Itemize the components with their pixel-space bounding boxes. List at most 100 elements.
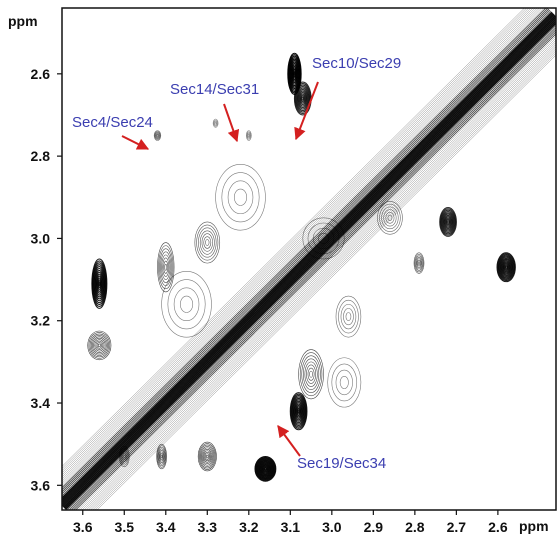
contour-ring bbox=[413, 252, 425, 274]
contour-ring bbox=[415, 255, 423, 271]
contour-ring bbox=[261, 463, 270, 474]
diagonal-contour-line bbox=[83, 41, 556, 510]
contour-ring bbox=[95, 273, 103, 294]
y-tick-label: 3.0 bbox=[31, 230, 51, 246]
contour-ring bbox=[200, 446, 214, 467]
contour-ring bbox=[415, 256, 423, 270]
contour-ring bbox=[258, 460, 273, 478]
contour-ring bbox=[154, 131, 161, 140]
x-tick-label: 2.9 bbox=[364, 519, 384, 535]
diagonal-contour-line bbox=[62, 12, 554, 502]
contour-ring bbox=[233, 188, 248, 206]
diagonal-contour-line bbox=[62, 17, 556, 508]
contour-ring bbox=[206, 454, 209, 459]
contour-ring bbox=[95, 340, 104, 351]
contour-ring bbox=[93, 264, 106, 304]
diagonal-contour-line bbox=[62, 8, 549, 491]
contour-ring bbox=[214, 121, 217, 125]
contour-ring bbox=[502, 261, 511, 274]
x-tick-label: 3.4 bbox=[156, 519, 176, 535]
contour-ring bbox=[204, 451, 211, 462]
x-tick-label: 3.2 bbox=[239, 519, 259, 535]
contour-ring bbox=[215, 164, 266, 231]
contour-ring bbox=[205, 239, 210, 246]
contour-ring bbox=[446, 220, 450, 224]
peak-13 bbox=[439, 207, 457, 237]
peak-21 bbox=[327, 357, 362, 408]
contour-ring bbox=[258, 461, 272, 477]
diagonal-contour-line bbox=[66, 24, 556, 510]
contour-ring bbox=[91, 258, 108, 309]
annotation-arrow bbox=[223, 103, 240, 143]
contour-ring bbox=[503, 263, 509, 272]
x-tick-label: 3.3 bbox=[198, 519, 218, 535]
contour-ring bbox=[260, 463, 271, 475]
diagonal-contour-line bbox=[62, 11, 553, 500]
contour-ring bbox=[263, 466, 268, 472]
diagonal-contour-line bbox=[88, 46, 556, 510]
diagonal-contour-line bbox=[62, 8, 547, 489]
diagonal-contour-line bbox=[68, 26, 556, 510]
annotation-label: Sec14/Sec31 bbox=[170, 81, 259, 98]
diagonal-contour-line bbox=[77, 35, 556, 510]
diagonal-contour-line bbox=[74, 33, 556, 510]
contour-ring bbox=[180, 295, 194, 313]
peak-8 bbox=[298, 349, 324, 400]
contour-ring bbox=[121, 451, 128, 462]
contour-ring bbox=[343, 308, 354, 326]
contour-ring bbox=[497, 253, 516, 282]
diagonal-contour-line bbox=[62, 16, 556, 507]
contour-ring bbox=[97, 343, 101, 348]
contour-ring bbox=[446, 218, 451, 226]
contour-ring bbox=[294, 83, 311, 115]
diagonal-contour-line bbox=[94, 52, 556, 510]
peak-9 bbox=[254, 455, 277, 482]
contour-ring bbox=[498, 255, 514, 279]
contour-ring bbox=[118, 445, 130, 468]
diagonal-contour-line bbox=[62, 8, 532, 474]
contour-ring bbox=[123, 454, 126, 459]
peak-10 bbox=[197, 441, 217, 472]
contour-ring bbox=[119, 447, 129, 466]
contour-ring bbox=[264, 467, 267, 471]
x-tick-label: 2.8 bbox=[405, 519, 425, 535]
diagonal-contour-line bbox=[62, 14, 556, 506]
contour-ring bbox=[122, 452, 127, 461]
contour-ring bbox=[221, 172, 260, 223]
y-tick-label: 3.4 bbox=[31, 395, 51, 411]
contour-ring bbox=[257, 459, 274, 479]
contour-ring bbox=[95, 271, 104, 296]
contour-ring bbox=[259, 462, 272, 476]
contour-ring bbox=[499, 256, 514, 278]
contour-ring bbox=[194, 221, 221, 264]
diagonal-contour-line bbox=[63, 20, 556, 509]
peak-20 bbox=[161, 271, 212, 338]
peak-3 bbox=[157, 242, 175, 293]
contour-ring bbox=[92, 262, 107, 306]
y-tick-label: 3.2 bbox=[31, 313, 51, 329]
contour-ring bbox=[197, 441, 217, 472]
contour-ring bbox=[294, 402, 304, 421]
annotation-label: Sec19/Sec34 bbox=[297, 455, 386, 472]
diagonal-contour-line bbox=[62, 8, 550, 493]
diagonal-contour-line bbox=[62, 8, 538, 480]
contour-ring bbox=[203, 236, 212, 249]
diagonal-contour-line bbox=[70, 28, 556, 510]
contour-ring bbox=[387, 214, 393, 221]
contour-layer bbox=[62, 8, 556, 510]
contour-ring bbox=[504, 264, 509, 270]
contour-ring bbox=[439, 208, 457, 236]
contour-ring bbox=[306, 364, 317, 384]
contour-ring bbox=[158, 450, 165, 463]
contour-ring bbox=[89, 333, 109, 358]
contour-ring bbox=[205, 453, 210, 460]
contour-ring bbox=[335, 295, 362, 338]
contour-ring bbox=[92, 336, 107, 355]
contour-ring bbox=[93, 266, 106, 302]
contour-ring bbox=[201, 233, 213, 252]
contour-ring bbox=[300, 94, 305, 103]
contour-ring bbox=[87, 330, 112, 361]
x-tick-label: 2.6 bbox=[488, 519, 508, 535]
peak-18 bbox=[212, 118, 219, 128]
plot-frame bbox=[61, 7, 557, 511]
